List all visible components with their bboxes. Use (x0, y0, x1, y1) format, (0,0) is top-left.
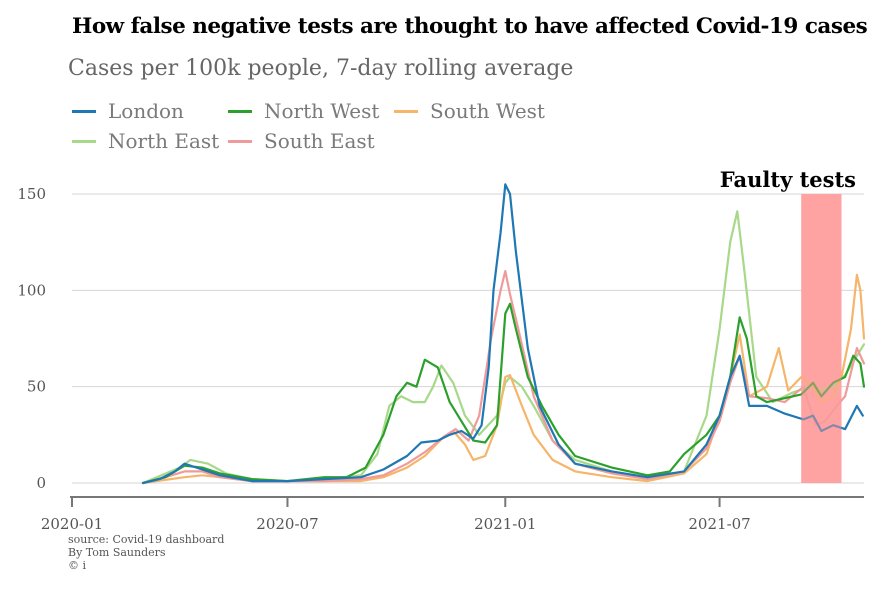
legend-swatch (228, 109, 252, 113)
x-tick-label: 2021-01 (474, 515, 536, 533)
chart-title: How false negative tests are thought to … (72, 14, 868, 39)
legend-item-london: London (72, 99, 184, 123)
legend-label: North West (264, 99, 380, 123)
author-line: By Tom Saunders (68, 546, 166, 559)
faulty-tests-region (801, 194, 842, 483)
gridlines: 0 50 100 150 (17, 185, 864, 492)
x-tick-label: 2020-01 (41, 515, 103, 533)
source-line: source: Covid-19 dashboard (68, 533, 225, 546)
chart-subtitle: Cases per 100k people, 7-day rolling ave… (68, 56, 574, 81)
x-tick-label: 2020-07 (256, 515, 318, 533)
legend-label: South West (430, 99, 545, 123)
copyright-line: © i (68, 559, 87, 572)
y-tick-label: 50 (27, 378, 46, 396)
legend-swatch (72, 139, 96, 143)
legend-item-north-west: North West (228, 99, 379, 123)
source-credit: source: Covid-19 dashboard By Tom Saunde… (68, 533, 224, 572)
legend-label: North East (108, 129, 220, 153)
series-lines (141, 183, 866, 485)
y-tick-label: 100 (17, 281, 46, 299)
faulty-tests-band (801, 194, 842, 483)
series-line-south-west (141, 273, 866, 485)
faulty-tests-overlay (801, 194, 842, 483)
annotation-label: Faulty tests (720, 167, 856, 192)
series-line-london (141, 183, 864, 485)
legend-item-south-east: South East (228, 129, 375, 153)
axes: 2020-01 2020-07 2021-01 2021-07 (41, 496, 864, 533)
legend-swatch (72, 109, 96, 113)
legend-item-south-west: South West (394, 99, 545, 123)
y-tick-label: 0 (36, 474, 46, 492)
legend-label: South East (264, 129, 375, 153)
y-tick-label: 150 (17, 185, 46, 203)
legend-item-north-east: North East (72, 129, 219, 153)
legend-swatch (394, 109, 418, 113)
legend-label: London (108, 99, 184, 123)
legend-swatch (228, 139, 252, 143)
x-tick-label: 2021-07 (688, 515, 750, 533)
